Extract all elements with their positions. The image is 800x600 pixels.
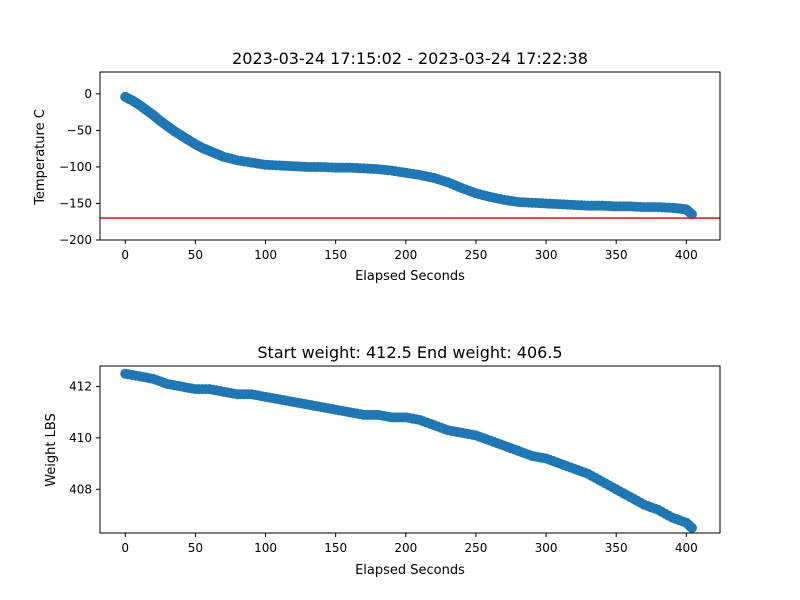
weight-x-axis-label: Elapsed Seconds [355,563,465,578]
weight-y-tick-label: 412 [69,380,92,394]
temperature-y-tick-label: 0 [84,87,92,101]
temperature-x-tick-label: 350 [605,248,628,262]
weight-plot-title: Start weight: 412.5 End weight: 406.5 [257,343,562,362]
temperature-plot-title: 2023-03-24 17:15:02 - 2023-03-24 17:22:3… [232,49,588,68]
weight-series [120,368,697,533]
weight-plot: Start weight: 412.5 End weight: 406.5 El… [44,343,721,578]
weight-y-axis-label: Weight LBS [44,413,59,487]
weight-y-tick-label: 408 [69,482,92,496]
temperature-y-axis-label: Temperature C [33,109,48,206]
temperature-plot-frame [99,71,721,241]
temperature-x-tick-label: 200 [394,248,417,262]
temperature-data-point [686,209,697,220]
temperature-x-tick-label: 300 [535,248,558,262]
temperature-y-tick-label: −50 [67,123,92,137]
weight-x-tick-label: 400 [675,541,698,555]
temperature-y-tick-label: −200 [59,233,92,247]
temperature-x-tick-label: 0 [121,248,129,262]
temperature-x-axis-label: Elapsed Seconds [355,269,465,284]
weight-data-point [686,522,697,533]
temperature-x-tick-label: 400 [675,248,698,262]
temperature-y-tick-label: −150 [59,196,92,210]
weight-x-tick-label: 100 [254,541,277,555]
temperature-plot: 2023-03-24 17:15:02 - 2023-03-24 17:22:3… [33,49,721,284]
temperature-x-tick-label: 50 [188,248,203,262]
temperature-x-tick-label: 250 [464,248,487,262]
weight-x-tick-label: 0 [121,541,129,555]
temperature-x-tick-label: 150 [324,248,347,262]
weight-x-tick-label: 150 [324,541,347,555]
weight-plot-frame [99,365,721,534]
weight-x-tick-label: 50 [188,541,203,555]
temperature-y-tick-label: −100 [59,160,92,174]
weight-x-tick-label: 350 [605,541,628,555]
weight-x-tick-label: 300 [535,541,558,555]
weight-x-tick-label: 250 [464,541,487,555]
temperature-series [120,91,697,220]
weight-y-tick-label: 410 [69,431,92,445]
weight-x-tick-label: 200 [394,541,417,555]
temperature-x-tick-label: 100 [254,248,277,262]
